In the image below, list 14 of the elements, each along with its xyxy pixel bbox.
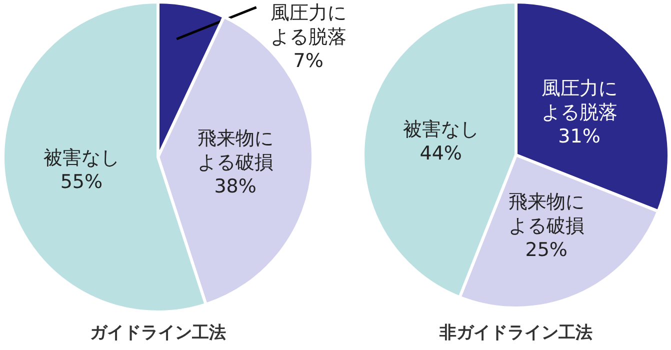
data-label: 44% bbox=[420, 142, 462, 164]
data-label: 55% bbox=[60, 170, 103, 193]
text: ガイドライン工法 bbox=[90, 323, 226, 343]
slice-label: 飛来物による破損 bbox=[508, 190, 584, 237]
slice-label: 被害なし bbox=[402, 118, 479, 140]
data-label: 7% bbox=[293, 50, 324, 72]
slice-label: 風圧力による脱落 bbox=[541, 78, 618, 124]
slice-label: 飛来物による破損 bbox=[197, 128, 274, 174]
slice-label: 風圧力による脱落 bbox=[270, 2, 346, 48]
data-label: 31% bbox=[558, 126, 600, 148]
text: 非ガイドライン工法 bbox=[438, 323, 592, 343]
data-label: 38% bbox=[214, 176, 256, 198]
slice-label: 被害なし bbox=[43, 146, 120, 169]
data-label: 25% bbox=[525, 238, 568, 261]
